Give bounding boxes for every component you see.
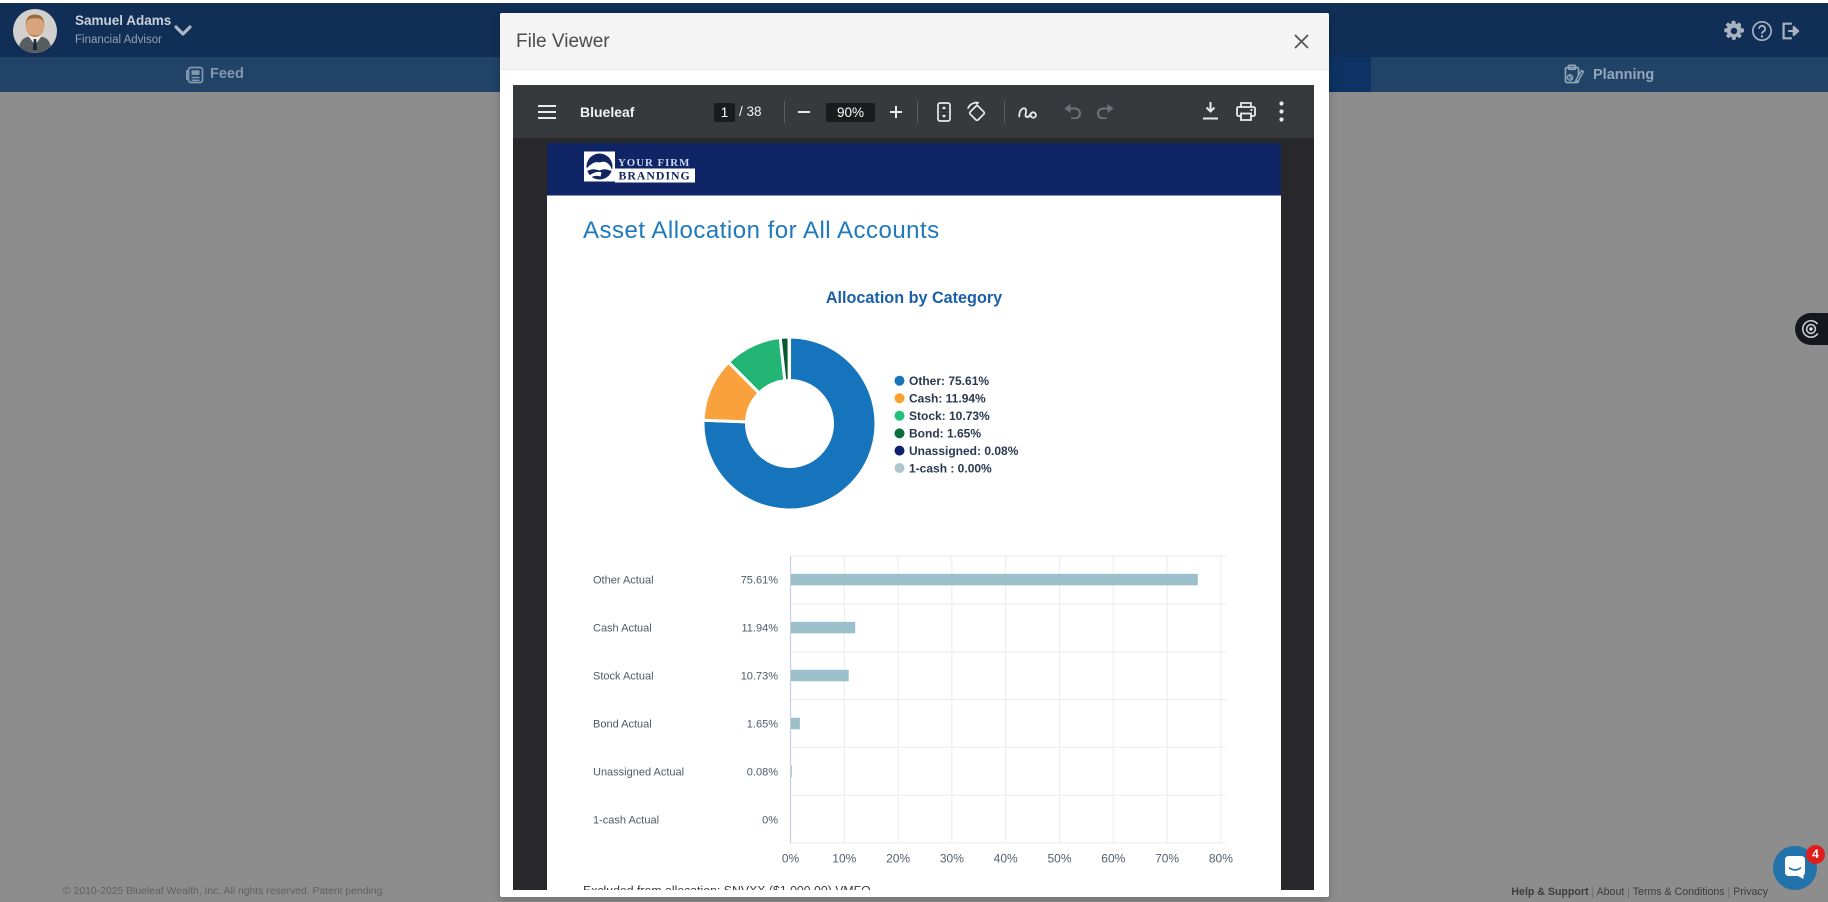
svg-text:60%: 60% <box>1101 852 1125 866</box>
svg-text:Stock Actual: Stock Actual <box>593 671 654 683</box>
svg-text:1-cash : 0.00%: 1-cash : 0.00% <box>909 461 992 475</box>
svg-text:10.73%: 10.73% <box>741 671 779 683</box>
svg-text:11.94%: 11.94% <box>742 623 779 635</box>
svg-text:Cash: 11.94%: Cash: 11.94% <box>909 392 986 406</box>
svg-text:Unassigned: 0.08%: Unassigned: 0.08% <box>909 444 1019 458</box>
svg-text:Allocation by Category: Allocation by Category <box>826 289 1002 307</box>
svg-text:1-cash Actual: 1-cash Actual <box>593 814 659 826</box>
svg-text:1.65%: 1.65% <box>747 719 778 731</box>
svg-text:Excluded from allocation: SNVX: Excluded from allocation: SNVXX ($1,000.… <box>583 884 871 891</box>
svg-text:75.61%: 75.61% <box>741 575 779 587</box>
svg-text:0.08%: 0.08% <box>747 766 778 778</box>
svg-text:BRANDING: BRANDING <box>619 169 691 183</box>
svg-text:80%: 80% <box>1209 852 1233 866</box>
svg-text:Unassigned Actual: Unassigned Actual <box>593 766 684 778</box>
svg-text:Bond Actual: Bond Actual <box>593 719 652 731</box>
svg-text:70%: 70% <box>1155 852 1179 866</box>
svg-text:30%: 30% <box>940 852 964 866</box>
svg-text:Bond: 1.65%: Bond: 1.65% <box>909 427 981 441</box>
svg-text:Asset Allocation for All Accou: Asset Allocation for All Accounts <box>583 217 940 244</box>
svg-text:10%: 10% <box>832 852 856 866</box>
svg-text:Other: 75.61%: Other: 75.61% <box>909 374 989 388</box>
svg-text:50%: 50% <box>1047 852 1071 866</box>
svg-text:Stock: 10.73%: Stock: 10.73% <box>909 409 990 423</box>
svg-text:YOUR FIRM: YOUR FIRM <box>618 157 690 169</box>
svg-text:0%: 0% <box>782 852 800 866</box>
svg-text:Cash Actual: Cash Actual <box>593 623 652 635</box>
svg-text:20%: 20% <box>886 852 910 866</box>
svg-text:Other Actual: Other Actual <box>593 575 654 587</box>
svg-text:0%: 0% <box>762 814 778 826</box>
svg-text:40%: 40% <box>994 852 1018 866</box>
